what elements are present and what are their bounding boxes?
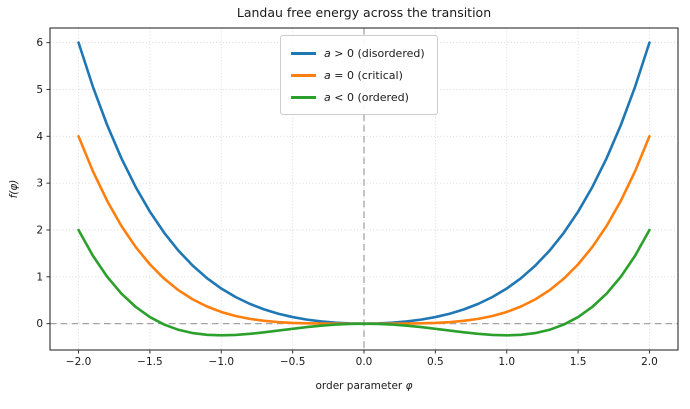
y-tick-label: 1 [36,271,43,283]
y-tick-label: 0 [36,318,43,330]
x-tick-label: −1.0 [209,356,235,368]
legend-line-swatch-green [291,95,316,99]
x-axis-label-text: order parameter [315,380,406,392]
x-tick-label: −2.0 [66,356,92,368]
y-tick-label: 2 [36,224,43,236]
y-tick-label: 3 [36,178,43,190]
y-axis-label: f(φ) [8,179,20,199]
legend-entry-ordered: a < 0 (ordered) [291,86,425,108]
legend-label: a > 0 (disordered) [324,46,425,60]
x-tick-label: −0.5 [280,356,306,368]
chart-title: Landau free energy across the transition [236,5,492,20]
x-tick-label: 0.0 [356,356,373,368]
x-tick-label: 1.0 [498,356,515,368]
phi-symbol: φ [405,380,413,392]
y-tick-label: 5 [36,84,43,96]
x-tick-label: 0.5 [427,356,444,368]
y-tick-label: 4 [36,131,43,143]
x-tick-label: 1.5 [570,356,587,368]
legend-line-swatch-orange [291,73,316,77]
y-tick-label: 6 [36,37,43,49]
legend-label: a = 0 (critical) [324,68,403,82]
x-tick-label: 2.0 [641,356,658,368]
legend-label: a < 0 (ordered) [324,90,409,104]
legend: a > 0 (disordered) a = 0 (critical) a < … [280,35,438,115]
curve-a-negative-ordered [77,228,651,337]
x-tick-label: −1.5 [137,356,163,368]
x-axis-label: order parameter φ [50,379,678,393]
legend-entry-disordered: a > 0 (disordered) [291,42,425,64]
legend-line-swatch-blue [291,51,316,55]
legend-entry-critical: a = 0 (critical) [291,64,425,86]
